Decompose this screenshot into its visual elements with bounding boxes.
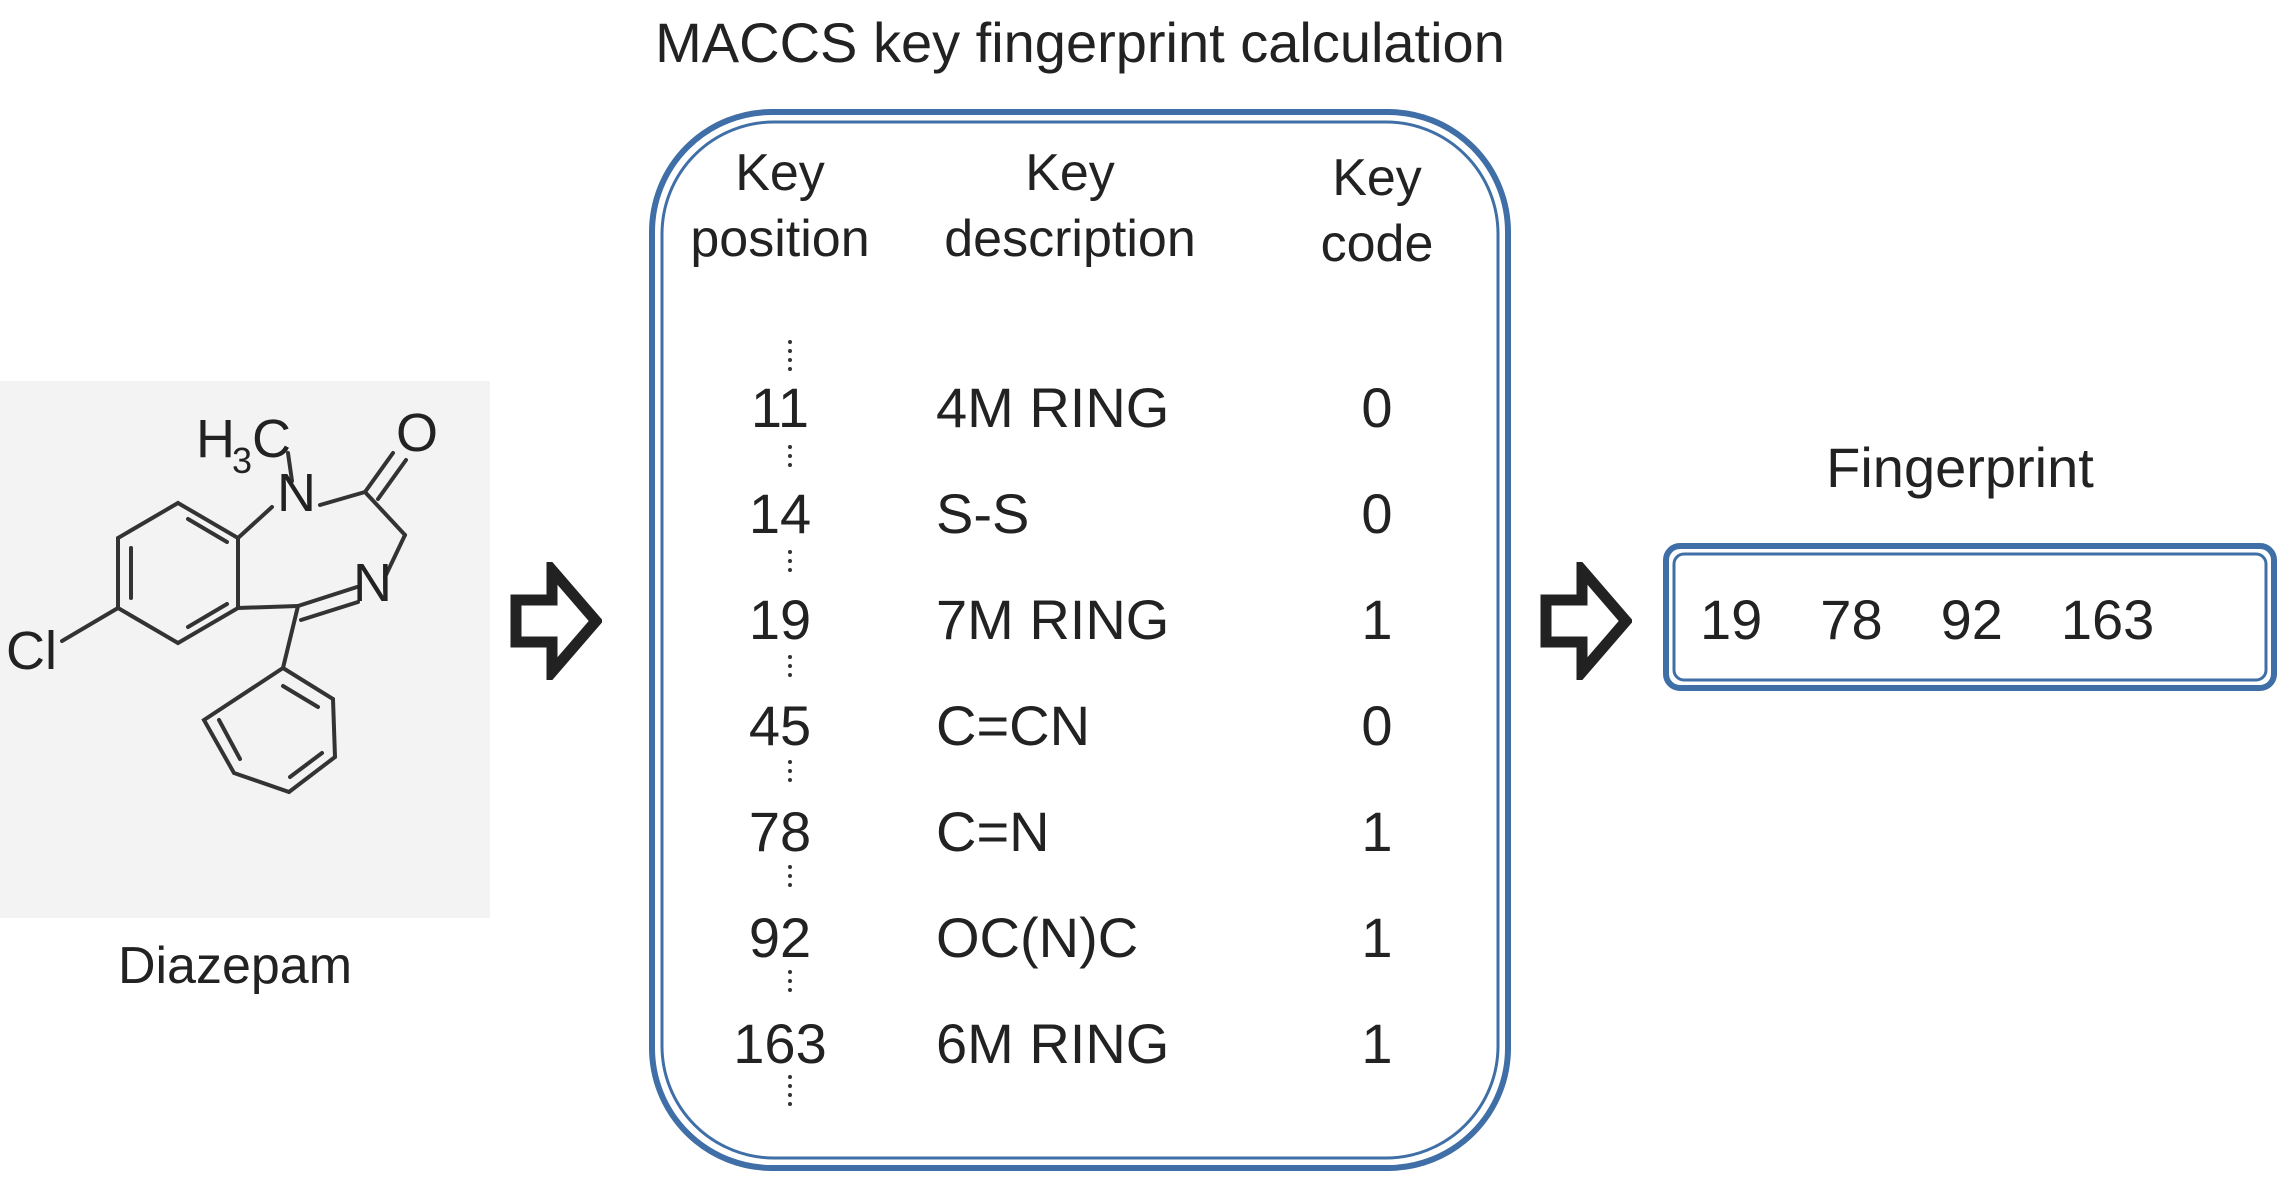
ellipsis-dots (785, 1075, 795, 1111)
ellipsis-dots (785, 760, 795, 787)
fingerprint-values: 19 78 92 163 (1700, 590, 2220, 650)
key-description-cell: S-S (936, 482, 1030, 545)
fused-benzene-ring (116, 500, 240, 646)
key-position-cell: 45 (748, 694, 812, 757)
key-code-cell: 1 (1361, 906, 1393, 969)
header-key-code-line1: Key (1332, 149, 1422, 207)
key-position-cell: 19 (748, 588, 812, 651)
key-code-cell: 0 (1361, 376, 1393, 439)
key-position-cell: 78 (748, 800, 812, 863)
ellipsis-dots (785, 550, 795, 577)
key-position-cell: 92 (748, 906, 812, 969)
header-key-code: Key code (1307, 145, 1447, 277)
cl-bond (60, 606, 120, 643)
methyl-c-label: C (252, 409, 291, 469)
process-title: MACCS key fingerprint calculation (655, 11, 1505, 74)
header-key-description: Key description (930, 140, 1210, 272)
key-description-cell: 7M RING (936, 588, 1170, 651)
key-position-cell: 163 (733, 1012, 827, 1075)
fingerprint-title: Fingerprint (1826, 436, 2094, 499)
header-key-position-line1: Key (735, 144, 825, 202)
header-key-position-line2: position (690, 210, 870, 268)
key-code-cell: 1 (1361, 588, 1393, 651)
header-key-description-line1: Key (1025, 144, 1115, 202)
oxygen-label: O (396, 403, 438, 463)
ellipsis-dots (785, 970, 795, 997)
fingerprint-frame (1663, 543, 2277, 691)
key-description-cell: C=N (936, 800, 1050, 863)
key-position-cell: 14 (748, 482, 812, 545)
phenyl-ring (201, 665, 338, 795)
key-description-cell: 4M RING (936, 376, 1170, 439)
key-position-cell: 11 (750, 376, 810, 439)
ellipsis-dots (785, 655, 795, 682)
n1-label: N (277, 463, 316, 523)
key-code-cell: 1 (1361, 800, 1393, 863)
ellipsis-dots (785, 865, 795, 892)
methyl-subscript: 3 (232, 440, 252, 481)
chlorine-label: Cl (6, 621, 57, 681)
ellipsis-dots (785, 340, 795, 376)
n4-label: N (353, 553, 392, 613)
ellipsis-dots (785, 445, 795, 472)
key-code-cell: 0 (1361, 482, 1393, 545)
molecule-panel (0, 381, 490, 918)
fingerprint-bit: 163 (2060, 588, 2155, 651)
key-code-cell: 0 (1361, 694, 1393, 757)
methyl-h-label: H (196, 409, 235, 469)
diazepam-structure: H 3 C O N N Cl (6, 403, 438, 795)
header-key-position: Key position (680, 140, 880, 272)
right-arrow-icon (510, 562, 602, 680)
key-description-cell: 6M RING (936, 1012, 1170, 1075)
fingerprint-bit: 78 (1820, 588, 1883, 651)
fingerprint-bit: 19 (1700, 588, 1763, 651)
molecule-name: Diazepam (117, 937, 353, 995)
maccs-table-frame (649, 109, 1511, 1171)
header-key-description-line2: description (944, 210, 1196, 268)
fingerprint-bit: 92 (1940, 588, 2003, 651)
key-description-cell: OC(N)C (936, 906, 1139, 969)
key-description-cell: C=CN (936, 694, 1091, 757)
key-code-cell: 1 (1361, 1012, 1393, 1075)
right-arrow-icon (1540, 562, 1632, 680)
header-key-code-line2: code (1320, 215, 1434, 273)
